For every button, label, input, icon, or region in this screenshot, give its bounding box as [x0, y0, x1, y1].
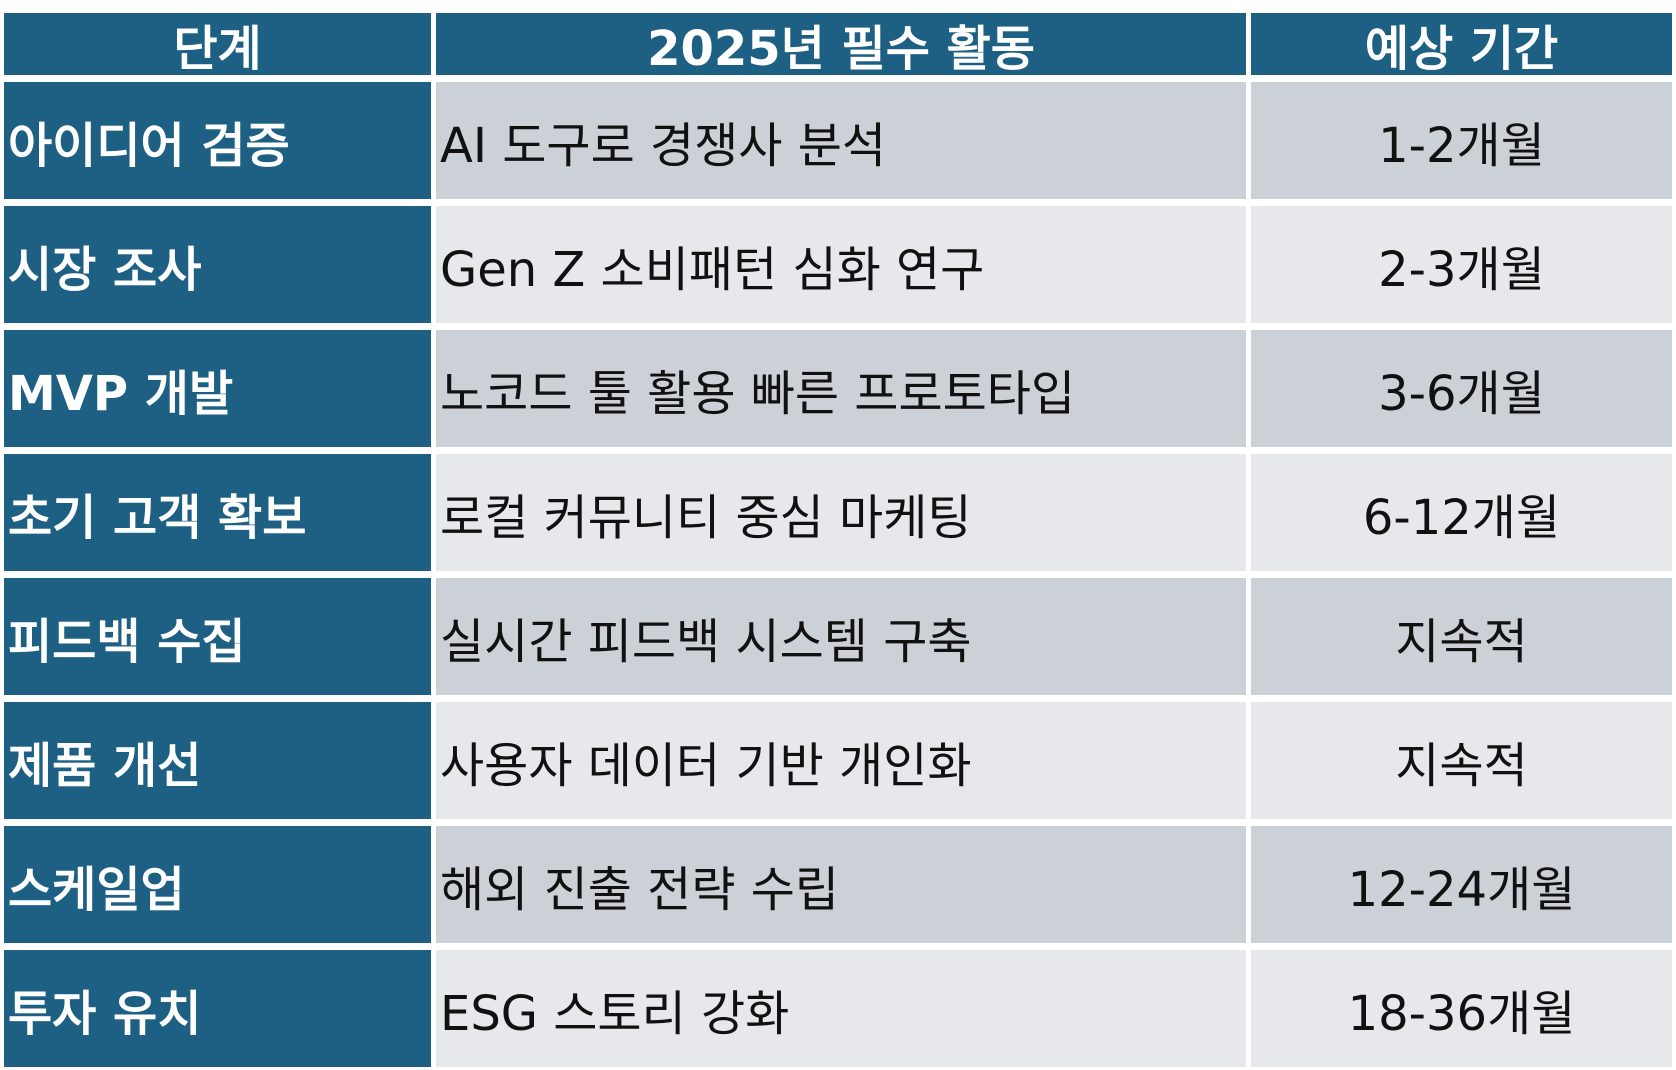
- row-5-period: 지속적: [1251, 578, 1672, 695]
- row-4-period: 6-12개월: [1251, 454, 1672, 571]
- row-4-activity: 로컬 커뮤니티 중심 마케팅: [436, 454, 1246, 571]
- row-4-stage: 초기 고객 확보: [4, 454, 431, 571]
- row-7-activity: 해외 진출 전략 수립: [436, 826, 1246, 943]
- row-5-activity: 실시간 피드백 시스템 구축: [436, 578, 1246, 695]
- row-2-stage: 시장 조사: [4, 206, 431, 323]
- header-period: 예상 기간: [1251, 13, 1672, 75]
- row-7-stage: 스케일업: [4, 826, 431, 943]
- row-8-stage: 투자 유치: [4, 950, 431, 1067]
- row-3-activity: 노코드 툴 활용 빠른 프로토타입: [436, 330, 1246, 447]
- row-6-stage: 제품 개선: [4, 702, 431, 819]
- row-1-activity: AI 도구로 경쟁사 분석: [436, 82, 1246, 199]
- row-2-period: 2-3개월: [1251, 206, 1672, 323]
- startup-roadmap-table: 단계 2025년 필수 활동 예상 기간 아이디어 검증 AI 도구로 경쟁사 …: [4, 13, 1672, 1067]
- row-5-stage: 피드백 수집: [4, 578, 431, 695]
- row-6-period: 지속적: [1251, 702, 1672, 819]
- row-7-period: 12-24개월: [1251, 826, 1672, 943]
- row-2-activity: Gen Z 소비패턴 심화 연구: [436, 206, 1246, 323]
- header-activity: 2025년 필수 활동: [436, 13, 1246, 75]
- row-3-stage: MVP 개발: [4, 330, 431, 447]
- row-8-period: 18-36개월: [1251, 950, 1672, 1067]
- row-3-period: 3-6개월: [1251, 330, 1672, 447]
- row-1-period: 1-2개월: [1251, 82, 1672, 199]
- row-1-stage: 아이디어 검증: [4, 82, 431, 199]
- row-8-activity: ESG 스토리 강화: [436, 950, 1246, 1067]
- header-stage: 단계: [4, 13, 431, 75]
- row-6-activity: 사용자 데이터 기반 개인화: [436, 702, 1246, 819]
